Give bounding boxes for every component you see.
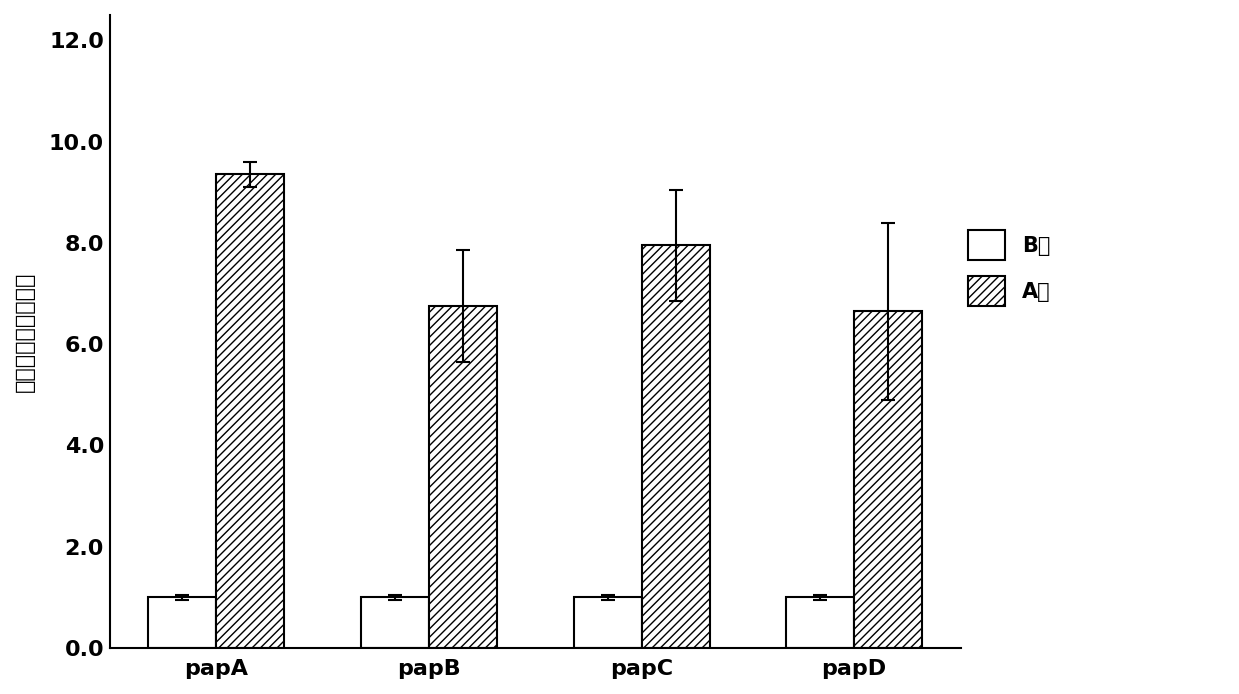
Bar [642, 246, 710, 648]
Bar [429, 306, 497, 648]
Legend: B组, A组: B组, A组 [958, 220, 1061, 316]
Bar [786, 598, 854, 648]
Bar [854, 311, 922, 648]
Y-axis label: 基因相对表达变化量: 基因相对表达变化量 [15, 271, 35, 391]
Bar [574, 598, 642, 648]
Bar [217, 174, 284, 648]
Bar [361, 598, 429, 648]
Bar [149, 598, 217, 648]
